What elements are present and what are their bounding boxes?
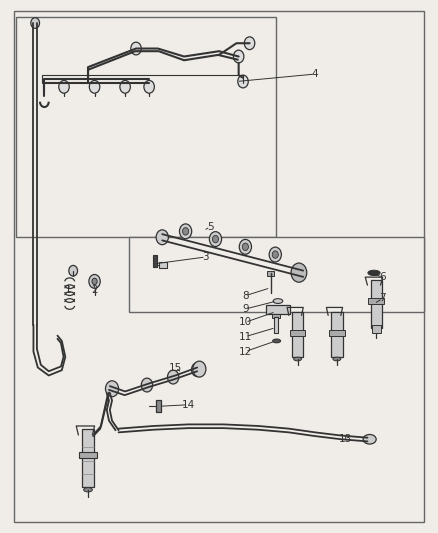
Bar: [371, 280, 382, 328]
Text: 6: 6: [379, 272, 386, 282]
Ellipse shape: [333, 357, 341, 361]
Bar: [272, 314, 280, 318]
Circle shape: [238, 75, 248, 88]
Bar: [290, 330, 305, 336]
Bar: [372, 325, 381, 333]
Bar: [292, 312, 303, 357]
Text: 5: 5: [207, 222, 214, 232]
Bar: [155, 400, 161, 411]
Text: 2: 2: [91, 286, 98, 295]
Bar: [331, 312, 343, 357]
Bar: [329, 330, 345, 336]
Ellipse shape: [273, 298, 283, 303]
Circle shape: [272, 251, 278, 259]
Bar: [266, 305, 290, 314]
Circle shape: [269, 247, 281, 262]
Text: 14: 14: [182, 400, 195, 410]
Bar: [79, 451, 97, 458]
Circle shape: [193, 361, 206, 377]
Ellipse shape: [363, 434, 376, 444]
Bar: [275, 317, 278, 333]
Circle shape: [31, 18, 39, 28]
Circle shape: [89, 274, 100, 288]
Circle shape: [131, 42, 141, 55]
Circle shape: [144, 80, 154, 93]
Circle shape: [183, 228, 189, 235]
Circle shape: [59, 80, 69, 93]
Circle shape: [242, 243, 248, 251]
Circle shape: [291, 263, 307, 282]
Ellipse shape: [84, 488, 92, 492]
Circle shape: [212, 236, 219, 243]
Circle shape: [89, 80, 100, 93]
Ellipse shape: [293, 357, 301, 361]
Bar: [130, 237, 424, 312]
Circle shape: [167, 370, 179, 384]
Circle shape: [120, 80, 131, 93]
Text: 13: 13: [339, 434, 352, 445]
Ellipse shape: [273, 339, 281, 343]
Text: 10: 10: [239, 317, 252, 327]
Bar: [82, 429, 94, 487]
Ellipse shape: [368, 270, 380, 276]
Bar: [16, 17, 276, 237]
Bar: [368, 298, 384, 304]
Circle shape: [92, 278, 97, 285]
Bar: [152, 255, 157, 266]
Circle shape: [156, 230, 168, 245]
Bar: [159, 262, 167, 268]
Circle shape: [141, 378, 152, 392]
Circle shape: [69, 265, 78, 276]
Bar: [268, 271, 274, 276]
Text: 12: 12: [239, 346, 252, 357]
Text: 3: 3: [203, 252, 209, 262]
Text: 8: 8: [242, 290, 248, 301]
Text: 15: 15: [169, 362, 182, 373]
Text: 9: 9: [242, 304, 248, 314]
Text: 4: 4: [312, 69, 318, 79]
Circle shape: [180, 224, 192, 239]
Text: 1: 1: [65, 286, 72, 295]
Text: 7: 7: [379, 293, 386, 303]
Circle shape: [209, 232, 222, 247]
Circle shape: [106, 381, 119, 397]
Circle shape: [244, 37, 255, 50]
Circle shape: [233, 50, 244, 63]
Circle shape: [191, 363, 203, 376]
Circle shape: [239, 239, 251, 254]
Text: 11: 11: [239, 332, 252, 342]
